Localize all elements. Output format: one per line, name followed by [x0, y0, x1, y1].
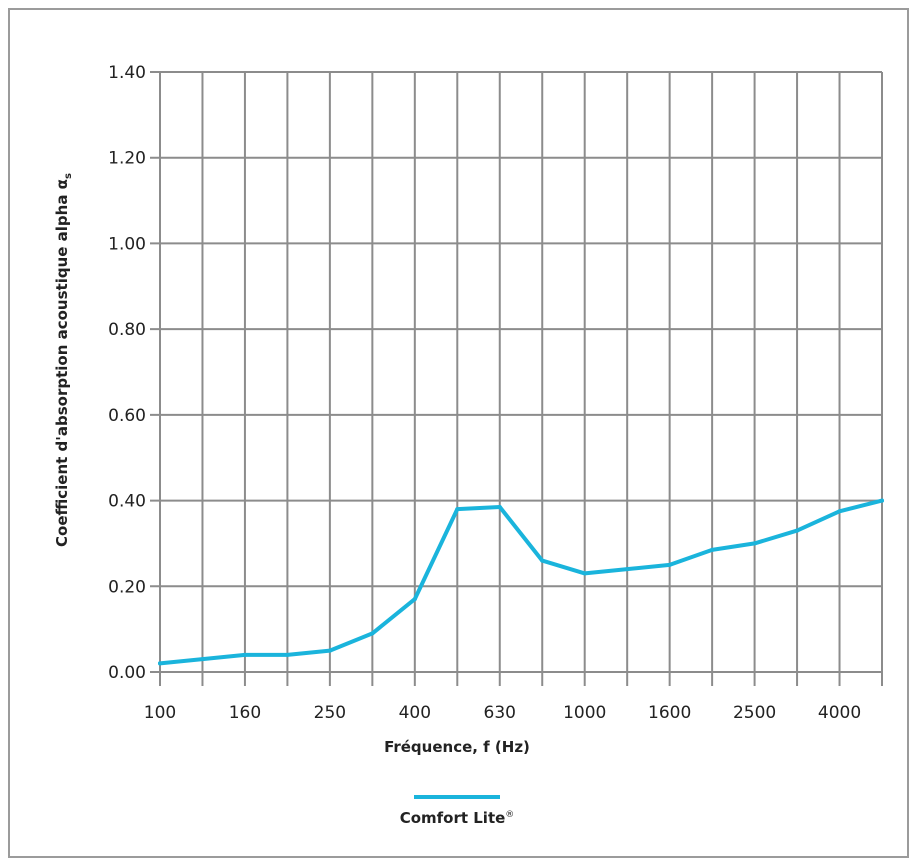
data-point	[285, 652, 290, 657]
y-axis-title-subscript: s	[63, 173, 74, 179]
y-tick-label: 1.00	[108, 234, 146, 254]
data-point	[710, 547, 715, 552]
data-point	[370, 631, 375, 636]
data-point	[497, 505, 502, 509]
x-tick-label: 630	[484, 703, 516, 723]
data-point	[327, 648, 332, 653]
y-tick-label: 0.00	[108, 663, 146, 683]
x-tick-label: 2500	[733, 703, 776, 723]
y-tick-label: 0.60	[108, 406, 146, 426]
legend: Comfort Lite®	[0, 790, 914, 827]
y-tick-label: 0.80	[108, 320, 146, 340]
y-tick-label: 0.40	[108, 492, 146, 512]
data-point	[837, 509, 842, 514]
y-axis-title-symbol: α	[53, 179, 71, 189]
data-point	[752, 541, 757, 546]
data-point	[582, 571, 587, 576]
data-point	[455, 507, 460, 512]
x-tick-label: 1000	[563, 703, 606, 723]
data-point	[880, 498, 884, 503]
legend-series-line	[414, 795, 500, 799]
data-point	[242, 652, 247, 657]
x-tick-label: 100	[144, 703, 176, 723]
legend-entry: Comfort Lite®	[0, 809, 914, 827]
series-line	[158, 498, 884, 666]
data-point	[158, 661, 162, 666]
x-tick-label: 160	[229, 703, 261, 723]
x-tick-label: 400	[399, 703, 431, 723]
data-point	[540, 558, 545, 563]
y-tick-label: 1.40	[108, 63, 146, 83]
y-axis-title-text: Coefficient d'absorption acoustique alph…	[53, 189, 71, 547]
data-point	[625, 567, 630, 572]
x-tick-label: 4000	[818, 703, 861, 723]
data-point	[412, 597, 417, 602]
y-tick-label: 1.20	[108, 149, 146, 169]
y-axis-title: Coefficient d'absorption acoustique alph…	[53, 173, 74, 547]
x-tick-label: 1600	[648, 703, 691, 723]
data-point	[795, 528, 800, 533]
legend-registered-mark: ®	[505, 810, 515, 820]
y-tick-label: 0.20	[108, 577, 146, 597]
data-point	[200, 657, 205, 662]
data-point	[667, 562, 672, 567]
x-tick-label: 250	[314, 703, 346, 723]
x-axis-title: Fréquence, f (Hz)	[384, 738, 530, 756]
legend-series-label: Comfort Lite	[399, 809, 506, 827]
